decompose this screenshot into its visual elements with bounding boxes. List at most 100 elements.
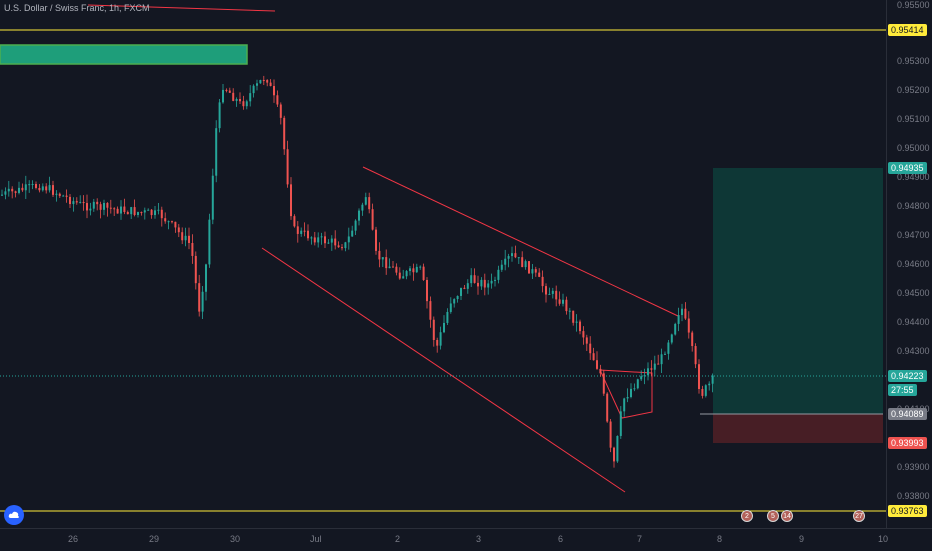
chart-area[interactable] bbox=[0, 0, 886, 528]
candle-body bbox=[300, 230, 303, 234]
candle-body bbox=[133, 207, 136, 216]
time-axis[interactable]: 26 29 30 Jul 2 3 6 7 8 9 10 bbox=[0, 528, 932, 551]
candle-body bbox=[276, 95, 279, 105]
candle-body bbox=[225, 89, 228, 91]
candle-body bbox=[524, 261, 527, 268]
candle-body bbox=[667, 342, 670, 354]
candle-body bbox=[235, 99, 238, 101]
candle-body bbox=[388, 266, 391, 269]
candle-body bbox=[354, 220, 357, 231]
candle-body bbox=[157, 209, 160, 211]
triangle-pattern bbox=[599, 369, 653, 419]
candle-body bbox=[184, 235, 187, 241]
candle-body bbox=[283, 117, 286, 150]
candle-body bbox=[364, 197, 367, 205]
price-tick: 0.94600 bbox=[897, 259, 930, 269]
candle-body bbox=[507, 256, 510, 259]
candle-body bbox=[402, 276, 405, 279]
candle-body bbox=[120, 206, 122, 214]
time-tick: 3 bbox=[476, 534, 482, 544]
candle-body bbox=[201, 291, 204, 312]
candle-body bbox=[708, 383, 711, 386]
candle-body bbox=[582, 331, 585, 338]
candle-body bbox=[677, 315, 680, 324]
price-tick: 0.94400 bbox=[897, 317, 930, 327]
economic-event-icon[interactable]: 2 bbox=[741, 510, 753, 522]
candle-body bbox=[41, 186, 44, 191]
candle-body bbox=[558, 299, 561, 304]
candle-body bbox=[439, 332, 442, 346]
candle-body bbox=[361, 204, 364, 211]
candle-body bbox=[310, 237, 313, 239]
candle-body bbox=[109, 207, 112, 209]
candle-body bbox=[470, 275, 473, 284]
candle-body bbox=[378, 250, 381, 260]
time-tick: 30 bbox=[230, 534, 241, 544]
channel-lower-line bbox=[261, 247, 626, 493]
loss-zone bbox=[713, 414, 883, 443]
candle-body bbox=[137, 212, 139, 216]
candle-body bbox=[58, 193, 61, 196]
candle-body bbox=[344, 242, 347, 249]
candle-body bbox=[565, 299, 568, 312]
candle-body bbox=[409, 268, 411, 272]
time-tick: 7 bbox=[637, 534, 643, 544]
candle-body bbox=[545, 286, 547, 295]
candle-body bbox=[657, 363, 660, 365]
candle-body bbox=[429, 301, 432, 320]
price-chart[interactable] bbox=[0, 0, 886, 528]
candle-body bbox=[351, 230, 354, 237]
economic-event-icon[interactable]: 5 bbox=[767, 510, 779, 522]
candle-body bbox=[684, 308, 687, 319]
candle-body bbox=[249, 93, 252, 102]
price-tick: 0.95500 bbox=[897, 0, 930, 10]
candle-body bbox=[460, 287, 462, 296]
candlestick-series bbox=[1, 75, 714, 468]
candle-body bbox=[419, 266, 422, 268]
candle-body bbox=[89, 208, 92, 211]
candle-body bbox=[579, 321, 581, 332]
candle-body bbox=[290, 184, 292, 217]
price-tick: 0.93900 bbox=[897, 462, 930, 472]
candle-body bbox=[11, 188, 14, 192]
price-tick: 0.94300 bbox=[897, 346, 930, 356]
candle-body bbox=[273, 86, 275, 96]
candle-body bbox=[164, 218, 167, 222]
candle-body bbox=[395, 266, 398, 273]
candle-body bbox=[616, 435, 619, 462]
candle-body bbox=[436, 339, 439, 346]
candle-body bbox=[79, 201, 82, 203]
candle-body bbox=[208, 219, 211, 265]
candle-body bbox=[150, 209, 153, 216]
candle-body bbox=[259, 80, 262, 84]
candle-body bbox=[55, 193, 58, 195]
candle-body bbox=[504, 258, 507, 265]
economic-event-icon[interactable]: 14 bbox=[781, 510, 793, 522]
candle-body bbox=[694, 346, 697, 365]
candle-body bbox=[633, 388, 636, 390]
candle-body bbox=[116, 208, 119, 214]
candle-body bbox=[317, 237, 320, 243]
candle-body bbox=[398, 272, 401, 279]
tradingview-cloud-icon[interactable] bbox=[4, 505, 24, 525]
candle-body bbox=[307, 230, 309, 239]
candle-body bbox=[548, 293, 551, 295]
candle-body bbox=[568, 310, 571, 312]
candle-body bbox=[412, 268, 415, 273]
candle-body bbox=[222, 89, 224, 103]
candle-body bbox=[96, 201, 99, 205]
candle-body bbox=[48, 185, 51, 191]
candle-body bbox=[167, 221, 170, 223]
price-tick: 0.94500 bbox=[897, 288, 930, 298]
candle-body bbox=[320, 236, 323, 238]
economic-event-icon[interactable]: 27 bbox=[853, 510, 865, 522]
candle-body bbox=[613, 447, 615, 462]
candle-body bbox=[385, 257, 388, 269]
candle-body bbox=[228, 90, 231, 93]
candle-body bbox=[521, 257, 524, 268]
candle-body bbox=[252, 85, 255, 94]
candle-body bbox=[497, 269, 500, 280]
candle-body bbox=[4, 191, 7, 195]
candle-body bbox=[551, 290, 554, 294]
candle-body bbox=[647, 368, 649, 376]
